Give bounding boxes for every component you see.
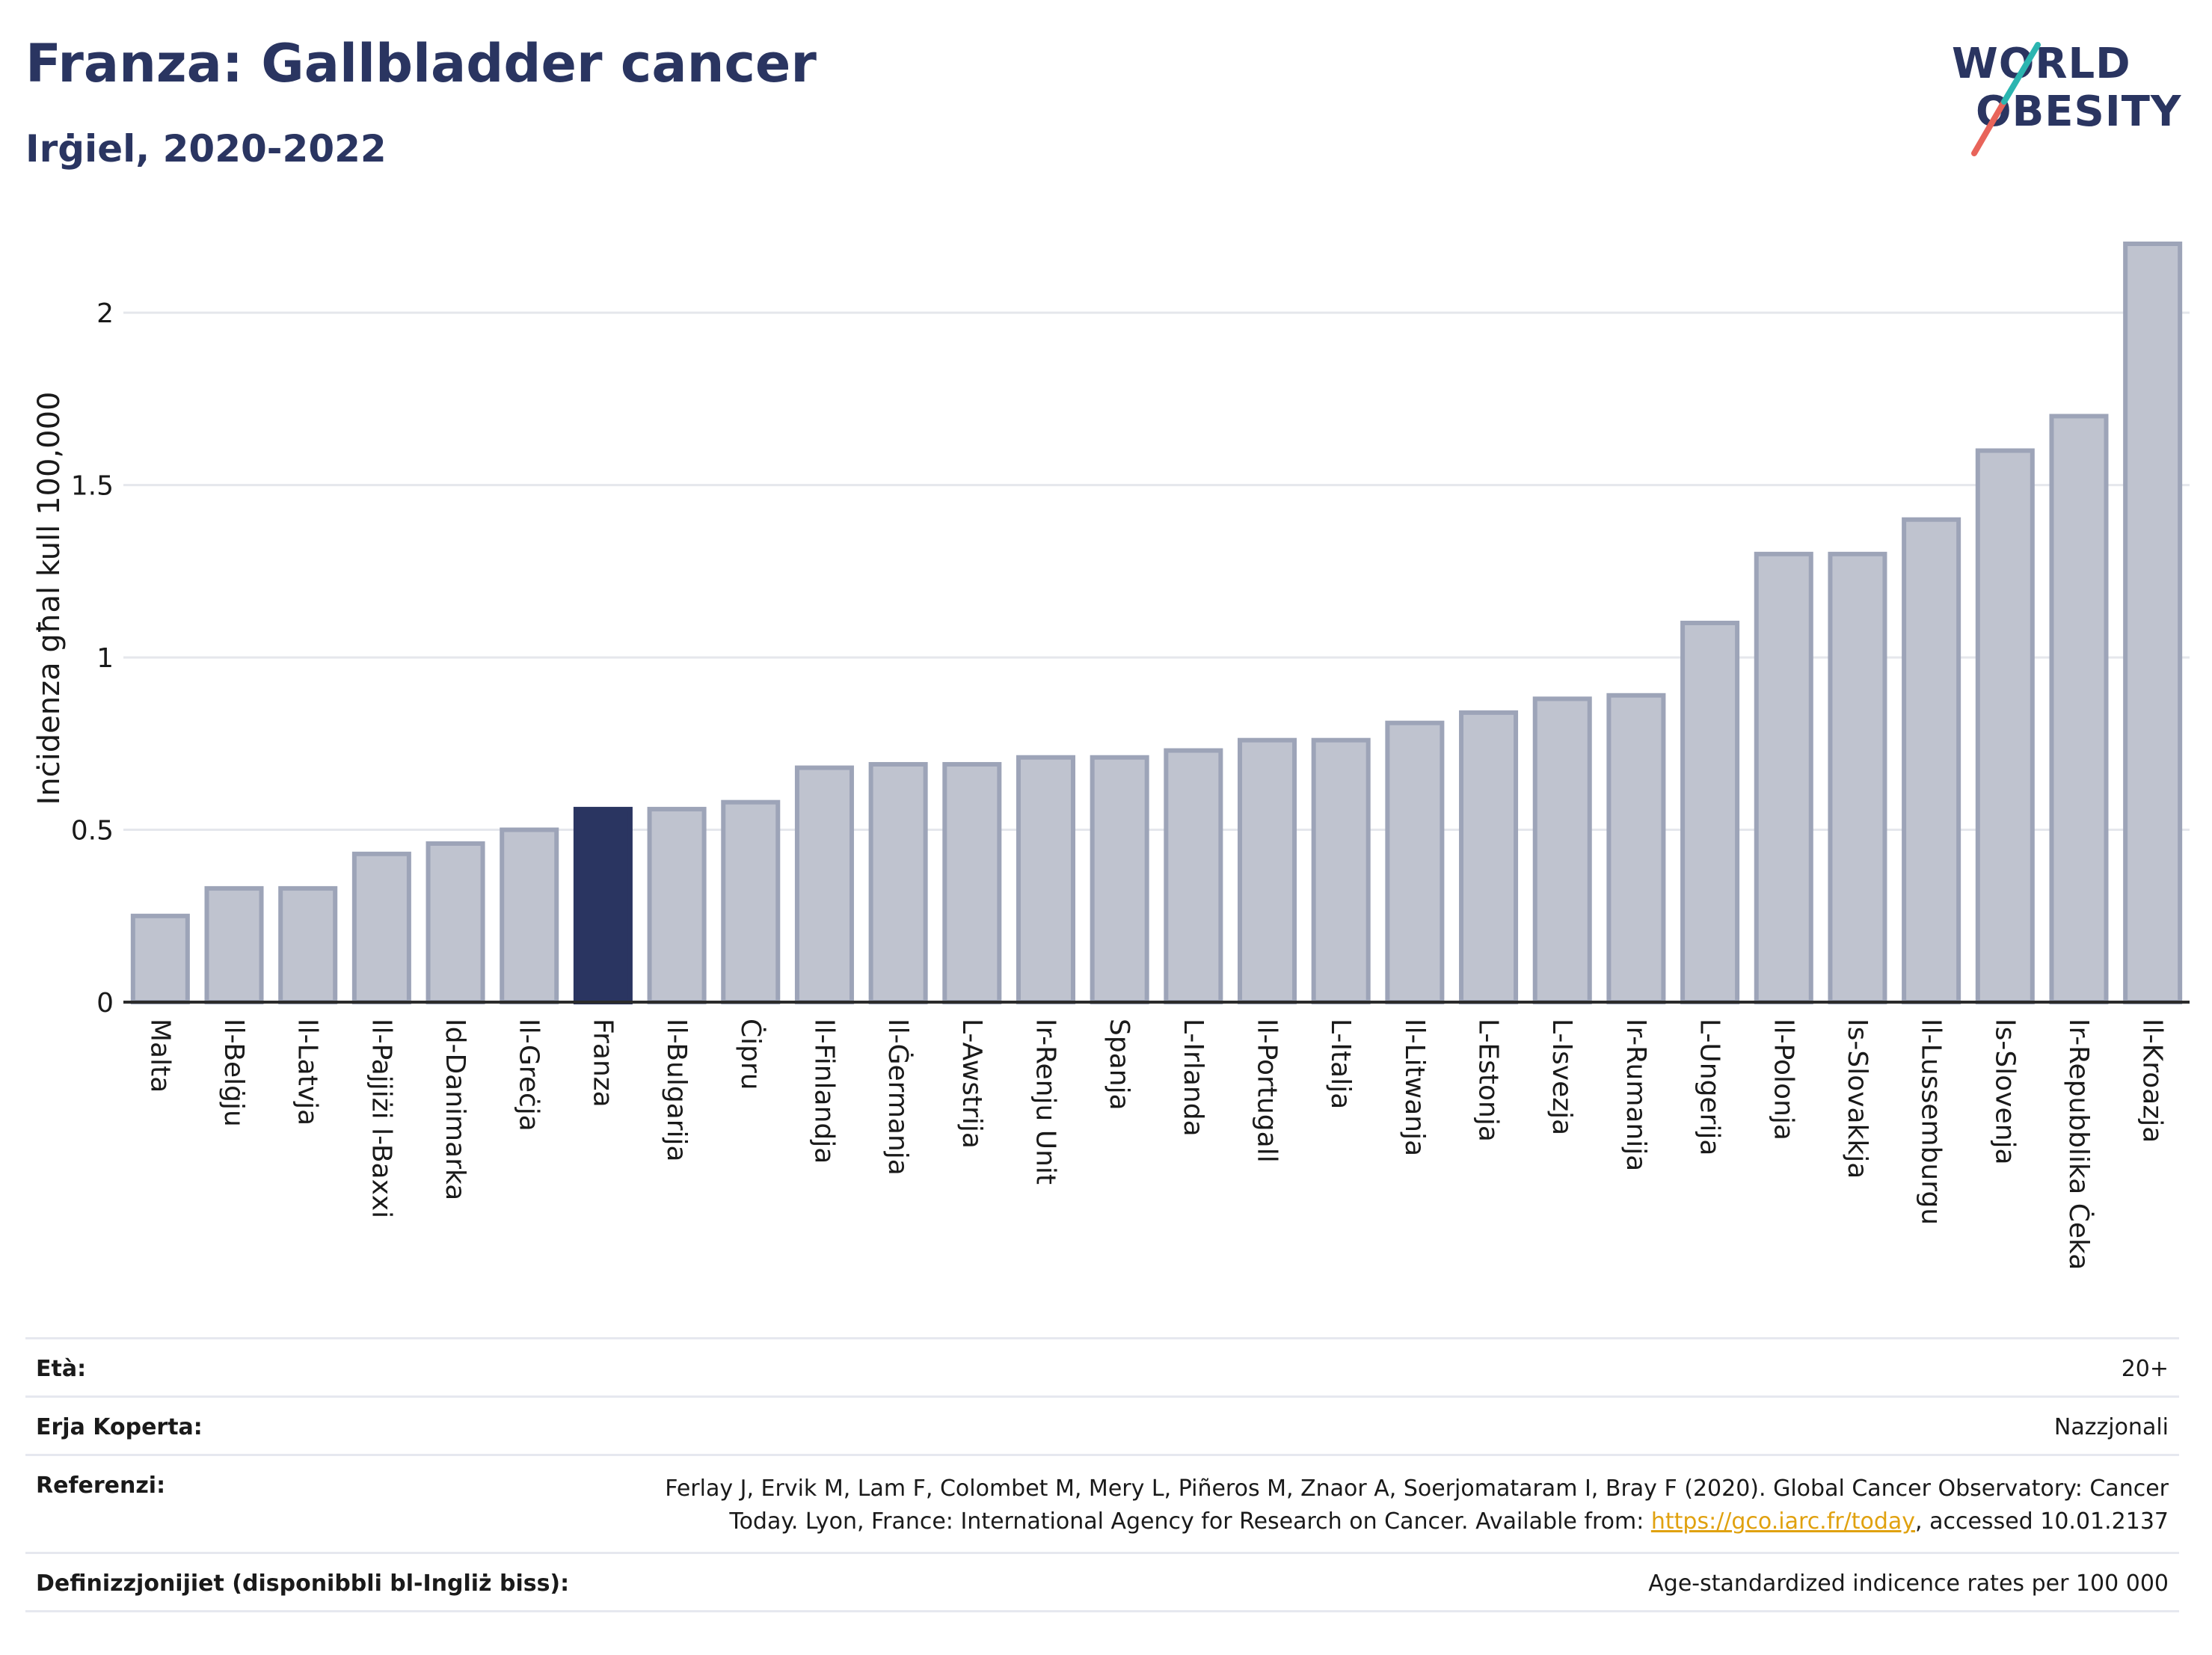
bar [425, 841, 485, 1004]
x-tick-label: Il-Latvja [292, 1019, 323, 1126]
bar [1532, 696, 1592, 1005]
info-row-area: Erja Koperta: Nazzjonali [25, 1395, 2179, 1454]
x-tick-label: Il-Lussemburgu [1916, 1019, 1947, 1225]
reference-link[interactable]: https://gco.iarc.fr/today [1650, 1508, 1916, 1535]
x-tick-label: Ir-Repubblika Ċeka [2063, 1019, 2095, 1270]
x-tick-label: Il-Litwanja [1399, 1019, 1430, 1156]
x-tick-label: Il-Belġju [218, 1019, 249, 1127]
bar [573, 806, 633, 1005]
age-value: 20+ [2121, 1356, 2169, 1382]
bar [1754, 551, 1813, 1004]
x-tick-label: L-Estonja [1473, 1019, 1504, 1142]
bar [204, 885, 264, 1005]
bar-chart: 0 0.5 1 1.5 2 Malta Il-Belġju Il-Latvja Il-Pajji… [71, 242, 2190, 1270]
logo-slash-icon [1971, 42, 2041, 156]
bar [1311, 737, 1371, 1005]
bar [1680, 621, 1740, 1004]
world-obesity-logo: WORLD OBESITY [1952, 30, 2199, 157]
x-tick-label: Franza [587, 1019, 618, 1108]
bar [130, 913, 190, 1004]
x-tick-label: L-Italja [1325, 1019, 1356, 1109]
x-tick-label: Il-Pajjiżi l-Baxxi [366, 1019, 396, 1218]
info-table: Età: 20+ Erja Koperta: Nazzjonali Refere… [25, 1337, 2179, 1612]
x-tick-label: Is-Slovenja [1989, 1019, 2020, 1165]
y-tick-label: 1.5 [71, 471, 114, 502]
bar [1238, 737, 1297, 1005]
x-tick-label: Il-Portugall [1252, 1019, 1282, 1163]
page-title: Franza: Gallbladder cancer [25, 33, 817, 94]
y-tick-label: 1 [96, 643, 114, 674]
bar [794, 765, 854, 1005]
references-value: Ferlay J, Ervik M, Lam F, Colombet M, Me… [665, 1473, 2169, 1538]
bar [942, 761, 1002, 1004]
x-tick-label: Spanja [1104, 1019, 1134, 1111]
x-tick-label: Ir-Renju Unit [1030, 1019, 1060, 1185]
bar [1828, 551, 1887, 1004]
definitions-value: Age-standardized indicence rates per 100… [1648, 1570, 2169, 1597]
logo-text-line1: WORLD [1952, 40, 2131, 88]
x-tick-label: Il-Kroazja [2137, 1019, 2168, 1143]
area-label: Erja Koperta: [36, 1414, 203, 1440]
bar [1090, 755, 1149, 1004]
bar [1606, 693, 1666, 1004]
info-row-references: Referenzi: Ferlay J, Ervik M, Lam F, Col… [25, 1454, 2179, 1552]
x-tick-label: L-Awstrija [956, 1019, 987, 1149]
logo-text-line2: OBESITY [1976, 87, 2182, 136]
x-tick-label: Is-Slovakkja [1842, 1019, 1872, 1179]
info-row-definitions: Definizzjonijiet (disponibbli bl-Ingliż … [25, 1552, 2179, 1612]
x-tick-label: L-Isvezja [1546, 1019, 1577, 1135]
age-label: Età: [36, 1356, 87, 1382]
bar [1016, 755, 1075, 1004]
info-row-age: Età: 20+ [25, 1337, 2179, 1395]
area-value: Nazzjonali [2053, 1414, 2169, 1440]
page-subtitle: Irġiel, 2020-2022 [25, 127, 387, 171]
bar [1385, 720, 1445, 1004]
bar [721, 799, 781, 1004]
x-tick-label: Ċipru [735, 1019, 766, 1090]
bar [1975, 448, 2035, 1004]
bar [868, 761, 928, 1004]
bar [1164, 748, 1223, 1004]
x-tick-label: Malta [144, 1019, 175, 1093]
x-tick-label: Ir-Rumanija [1620, 1019, 1651, 1171]
reference-line2-pre: Today. Lyon, France: International Agenc… [729, 1508, 1651, 1535]
bar [2049, 414, 2109, 1005]
x-tick-label: Il-Bulgarija [661, 1019, 692, 1162]
x-tick-label: L-Irlanda [1178, 1019, 1208, 1137]
x-tick-label: Id-Danimarka [440, 1019, 470, 1200]
x-tick-label: L-Ungerija [1695, 1019, 1725, 1155]
x-tick-label: Il-Finlandja [808, 1019, 839, 1164]
bar [278, 885, 338, 1005]
y-tick-label: 0 [96, 988, 114, 1019]
references-label: Referenzi: [36, 1473, 166, 1499]
y-tick-label: 2 [96, 298, 114, 329]
bar [1459, 710, 1519, 1004]
reference-line1: Ferlay J, Ervik M, Lam F, Colombet M, Me… [665, 1476, 2169, 1502]
definitions-label: Definizzjonijiet (disponibbli bl-Ingliż … [36, 1570, 570, 1597]
bar [647, 806, 707, 1005]
y-tick-label: 0.5 [71, 816, 114, 847]
bar [1902, 517, 1961, 1004]
reference-line2-post: , accessed 10.01.2137 [1915, 1508, 2169, 1535]
bar [2123, 242, 2183, 1004]
x-tick-label: Il-Greċja [514, 1019, 544, 1132]
x-tick-label: Il-Ġermanja [882, 1019, 914, 1176]
bar [351, 851, 411, 1004]
x-tick-label: Il-Polonja [1768, 1019, 1798, 1140]
bar [500, 827, 559, 1005]
